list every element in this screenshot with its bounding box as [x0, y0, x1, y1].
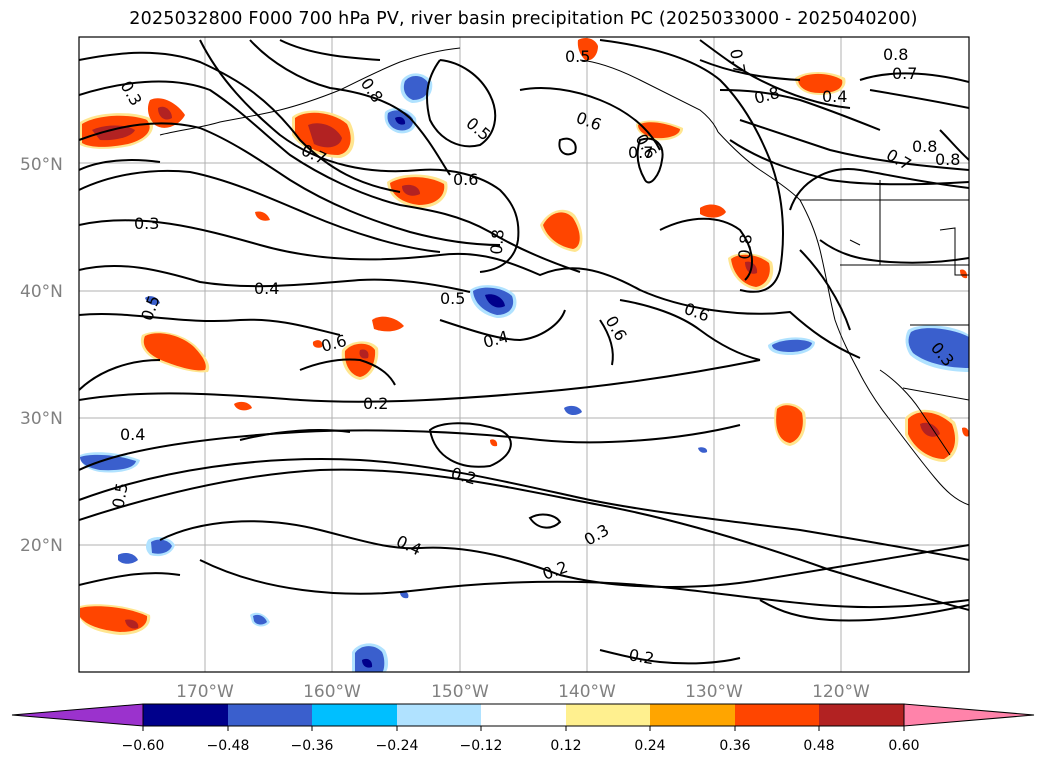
lat-label-40n: 40°N [20, 282, 63, 302]
colorbar-tick-label: −0.24 [376, 738, 419, 754]
colorbar-segment [228, 704, 312, 726]
contour-label: 0.4 [822, 87, 847, 106]
lat-label-30n: 30°N [20, 409, 63, 429]
colorbar-segment [903, 703, 1035, 727]
pv-contour-lines [79, 39, 969, 665]
contour-label: 0.5 [565, 47, 590, 66]
colorbar-segment [481, 704, 566, 726]
contour-label: 0.8 [912, 137, 937, 156]
colorbar-tick-label: 0.24 [634, 738, 665, 754]
colorbar-tick-label: 0.48 [803, 738, 834, 754]
contour-label: 0.5 [440, 289, 465, 308]
colorbar-segment [312, 704, 397, 726]
lon-axis-labels: 170°W 160°W 150°W 140°W 130°W 120°W [176, 682, 870, 702]
lon-label-120w: 120°W [812, 682, 870, 702]
contour-label: 0.5 [109, 481, 132, 509]
contour-label: 0.4 [254, 279, 279, 298]
colorbar-segment [735, 704, 819, 726]
contour-label: 0.8 [935, 150, 960, 169]
colorbar-tick-label: −0.12 [460, 738, 503, 754]
colorbar-segment [143, 704, 228, 726]
colorbar-tick-label: −0.36 [291, 738, 334, 754]
colorbar: −0.60 −0.48 −0.36 −0.24 −0.12 0.12 0.24 … [11, 703, 1035, 754]
colorbar-tick-label: 0.60 [888, 738, 919, 754]
contour-label: 0.4 [120, 425, 145, 444]
contour-label: 0.8 [487, 228, 508, 255]
lon-label-150w: 150°W [431, 682, 489, 702]
colorbar-segment [650, 704, 735, 726]
lon-label-130w: 130°W [685, 682, 743, 702]
colorbar-tick-label: 0.12 [550, 738, 581, 754]
colorbar-tick-label: 0.36 [719, 738, 750, 754]
lon-label-160w: 160°W [303, 682, 361, 702]
gridlines [79, 37, 969, 672]
colorbar-tick-label: −0.60 [122, 738, 165, 754]
negative-anomaly-blobs [80, 73, 969, 672]
lat-axis-labels: 50°N 40°N 30°N 20°N [20, 155, 63, 556]
lon-label-170w: 170°W [176, 682, 234, 702]
contour-label: 0.2 [363, 394, 388, 413]
lat-label-50n: 50°N [20, 155, 63, 175]
contour-label: 0.3 [134, 214, 159, 233]
contour-label: 0.2 [627, 645, 655, 668]
contour-label: 0.8 [883, 45, 908, 64]
positive-anomaly-blobs [80, 38, 969, 635]
colorbar-segment [819, 704, 904, 726]
map-title: 2025032800 F000 700 hPa PV, river basin … [129, 9, 918, 29]
colorbar-segment [397, 704, 481, 726]
contour-label: 0.8 [735, 233, 756, 260]
contour-label: 0.6 [453, 170, 478, 189]
lat-label-20n: 20°N [20, 536, 63, 556]
contour-labels-extra: 0.7 0.4 0.8 [628, 87, 937, 162]
colorbar-tick-label: −0.48 [207, 738, 250, 754]
map-panel[interactable] [78, 36, 970, 673]
colorbar-segment [11, 703, 144, 727]
precipitation-shading [80, 38, 969, 672]
lon-label-140w: 140°W [558, 682, 616, 702]
contour-label: 0.7 [628, 143, 653, 162]
map-frame [78, 36, 970, 673]
contour-label: 0.7 [726, 47, 749, 75]
coastlines [159, 47, 969, 506]
contour-label: 0.7 [892, 64, 917, 83]
colorbar-segment [566, 704, 650, 726]
